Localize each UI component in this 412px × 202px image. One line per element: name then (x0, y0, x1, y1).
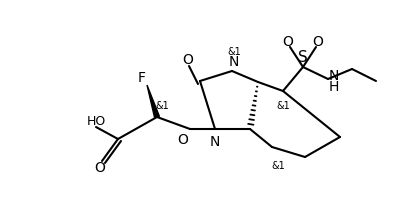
Text: &1: &1 (227, 47, 241, 57)
Text: O: O (178, 132, 188, 146)
Text: O: O (183, 53, 194, 67)
Text: O: O (313, 35, 323, 49)
Text: &1: &1 (271, 160, 285, 170)
Text: S: S (298, 50, 308, 65)
Text: F: F (138, 71, 146, 85)
Text: &1: &1 (276, 101, 290, 110)
Text: &1: &1 (155, 101, 169, 110)
Text: O: O (95, 160, 105, 174)
Polygon shape (147, 86, 159, 118)
Text: HO: HO (87, 115, 105, 128)
Text: N: N (210, 134, 220, 148)
Text: H: H (329, 80, 339, 94)
Text: N: N (329, 69, 339, 83)
Text: O: O (283, 35, 293, 49)
Text: N: N (229, 55, 239, 69)
